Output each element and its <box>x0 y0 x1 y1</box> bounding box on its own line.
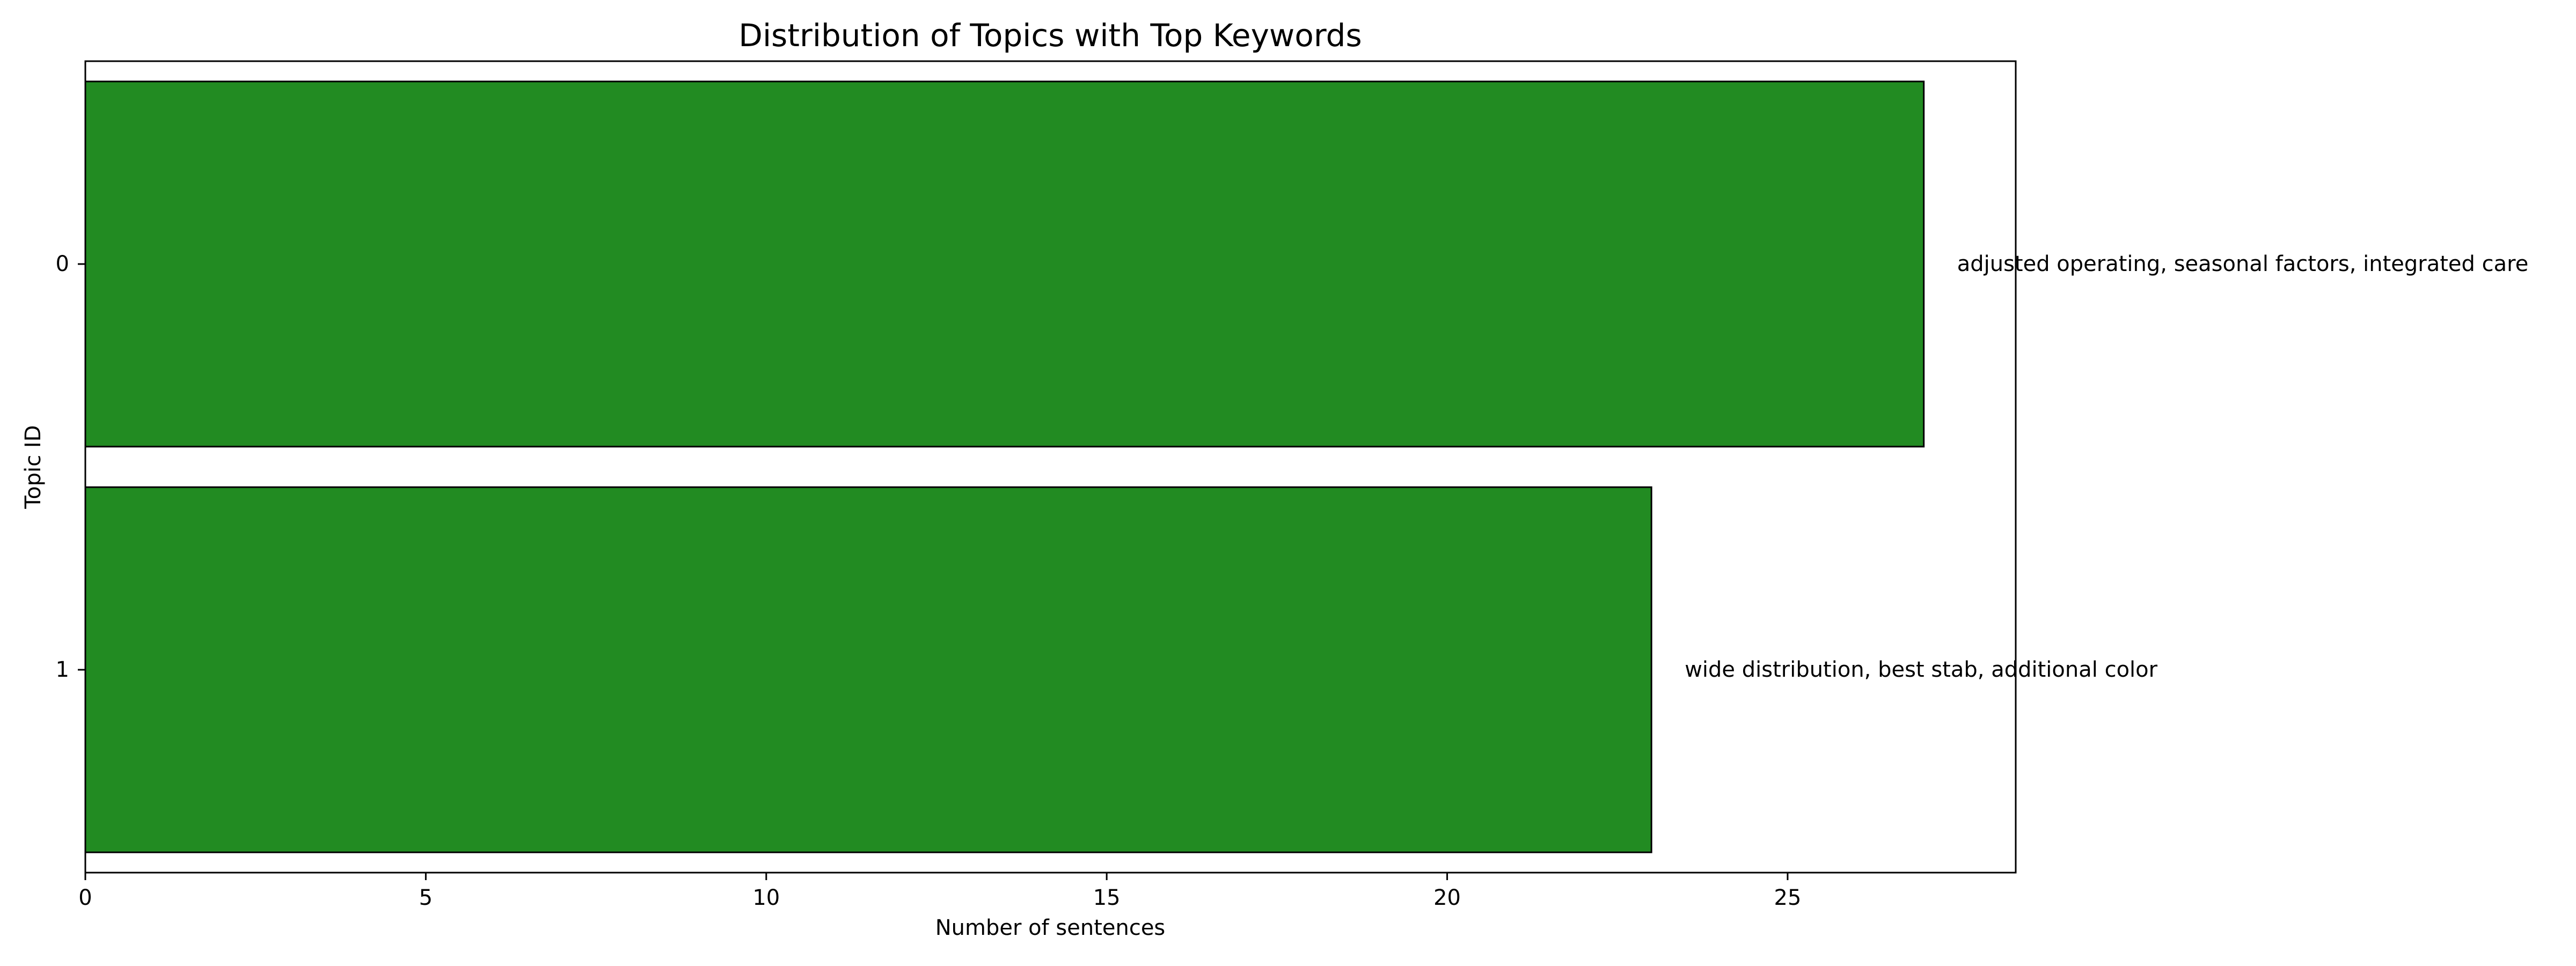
bar-topic-0 <box>84 80 1925 448</box>
bar-topic-1 <box>84 486 1652 853</box>
x-tick-label: 5 <box>419 885 433 910</box>
x-axis-label: Number of sentences <box>935 916 1166 940</box>
x-tick-label: 20 <box>1433 885 1461 910</box>
y-axis-label: Topic ID <box>21 425 46 509</box>
bar-annotation-topic-1: wide distribution, best stab, additional… <box>1685 657 2157 682</box>
x-tick-label: 25 <box>1774 885 1802 910</box>
plot-frame <box>84 60 2017 874</box>
y-tick-label: 1 <box>56 657 69 682</box>
chart-title: Distribution of Topics with Top Keywords <box>738 17 1362 54</box>
x-tick-label: 0 <box>78 885 92 910</box>
y-tick-label: 0 <box>56 252 69 276</box>
x-tick-label: 15 <box>1093 885 1121 910</box>
x-tick-label: 10 <box>752 885 780 910</box>
plot-area: adjusted operating, seasonal factors, in… <box>56 60 2529 910</box>
bar-annotation-topic-0: adjusted operating, seasonal factors, in… <box>1957 252 2529 276</box>
